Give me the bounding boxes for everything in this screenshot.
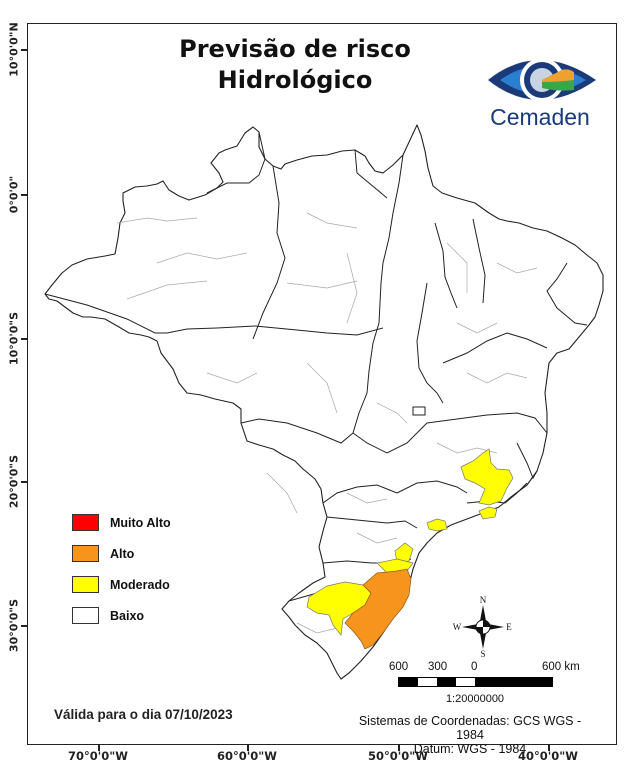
legend: Muito Alto Alto Moderado Baixo — [72, 507, 171, 631]
region-alto-rs-sc — [344, 568, 412, 650]
coordinate-system: Sistemas de Coordenadas: GCS WGS - 1984 … — [350, 714, 590, 756]
scale-bar — [398, 677, 553, 687]
border-pi-ce — [472, 218, 486, 304]
cemaden-eye-logo-icon — [488, 58, 596, 102]
border-ba-mg — [426, 412, 548, 434]
brazil-outline — [44, 124, 604, 680]
legend-item-baixo: Baixo — [72, 600, 171, 631]
lat-label-10s: 10°0'0"S — [7, 311, 21, 366]
legend-label: Alto — [110, 546, 135, 561]
border-ms-sp — [322, 484, 398, 504]
logo-text: Cemaden — [490, 104, 590, 130]
compass-s: S — [480, 649, 485, 658]
lon-tick — [247, 745, 249, 751]
compass-rose-icon: N S W E — [453, 595, 512, 658]
border-pa-ma — [378, 154, 404, 324]
region-moderado-rj — [478, 506, 498, 520]
border-sp-mg — [396, 480, 468, 494]
border-mt-north — [254, 325, 384, 336]
border-to — [352, 322, 380, 434]
lon-label-60w: 60°0'0"W — [217, 749, 277, 763]
border-am-pa — [252, 165, 286, 340]
lat-label-30s: 30°0'0"S — [7, 598, 21, 653]
lat-label-20s: 20°0'0"S — [7, 454, 21, 509]
border-ap — [354, 149, 388, 199]
lon-label-40w: 40°0'0"W — [518, 749, 578, 763]
compass-w: W — [453, 622, 462, 632]
lat-label-10n: 10°0'0"N — [7, 22, 21, 77]
region-moderado-sp — [426, 518, 448, 532]
title-line-1: Previsão de risco — [179, 35, 411, 63]
coordinate-system-line: Sistemas de Coordenadas: GCS WGS - 1984 — [358, 714, 582, 742]
border-mt-ms — [240, 418, 354, 444]
lat-tick — [21, 481, 27, 483]
border-ma-pi — [434, 222, 458, 309]
legend-label: Moderado — [110, 577, 170, 592]
border-am-south — [44, 293, 256, 334]
lat-label-0: 0°0'0" — [7, 175, 21, 214]
border-ne-east — [546, 262, 588, 326]
map-title: Previsão de risco Hidrológico — [150, 34, 440, 96]
swatch-moderado — [72, 576, 99, 593]
legend-label: Baixo — [110, 608, 145, 623]
datum-line: Datum: WGS - 1984 — [413, 742, 527, 756]
border-es — [516, 442, 538, 480]
swatch-alto — [72, 545, 99, 562]
legend-item-moderado: Moderado — [72, 569, 171, 600]
region-moderado-mg — [460, 448, 514, 506]
lon-label-70w: 70°0'0"W — [68, 749, 128, 763]
brazil-map — [44, 124, 604, 680]
swatch-muito-alto — [72, 514, 99, 531]
lat-tick — [21, 194, 27, 196]
lat-tick — [21, 338, 27, 340]
lon-tick — [398, 745, 400, 751]
scale-label-0: 0 — [471, 661, 478, 673]
border-to-east — [416, 282, 444, 404]
region-moderado-rs — [306, 581, 372, 636]
legend-label: Muito Alto — [110, 515, 171, 530]
border-ba-north — [442, 332, 548, 364]
lon-label-50w: 50°0'0"W — [368, 749, 428, 763]
lat-tick — [21, 625, 27, 627]
scale-label-600-left: 600 — [389, 661, 409, 673]
scale-label-300: 300 — [428, 661, 448, 673]
legend-item-alto: Alto — [72, 538, 171, 569]
border-go-mg — [352, 422, 428, 454]
scale-ratio: 1:20000000 — [445, 693, 505, 705]
legend-item-muito-alto: Muito Alto — [72, 507, 171, 538]
scale-label-600-km: 600 km — [542, 661, 580, 673]
distrito-federal — [412, 406, 426, 416]
validity-date: Válida para o dia 07/10/2023 — [54, 707, 233, 722]
swatch-baixo — [72, 607, 99, 624]
title-line-2: Hidrológico — [217, 66, 373, 94]
lat-tick — [21, 49, 27, 51]
compass-n: N — [480, 595, 487, 605]
lon-tick — [98, 745, 100, 751]
lon-tick — [548, 745, 550, 751]
compass-e: E — [506, 622, 512, 632]
border-rr — [206, 131, 266, 194]
border-pr-sp — [326, 516, 418, 529]
